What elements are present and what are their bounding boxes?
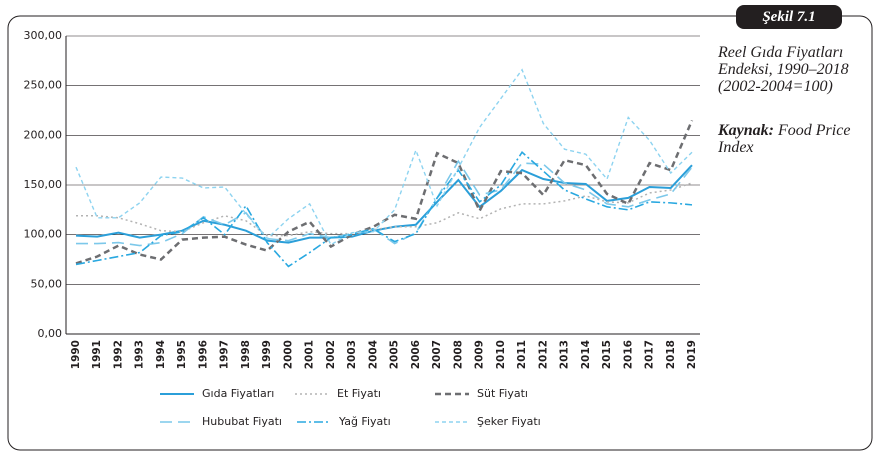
x-tick-label: 2001	[304, 340, 316, 369]
y-tick-label: 150,00	[24, 178, 63, 191]
x-tick-label: 2011	[516, 340, 528, 369]
x-tick-label: 1999	[261, 340, 273, 369]
source-label: Kaynak:	[718, 122, 774, 139]
x-tick-label: 2006	[410, 340, 422, 369]
x-tick-label: 2012	[537, 340, 549, 369]
x-tick-label: 2016	[622, 340, 634, 369]
x-tick-label: 2013	[559, 340, 571, 369]
x-tick-label: 1993	[134, 340, 146, 369]
x-tick-label: 2002	[325, 340, 337, 369]
series-line	[75, 151, 693, 268]
x-tick-label: 2010	[495, 340, 507, 369]
y-tick-label: 50,00	[31, 277, 63, 290]
series-line	[75, 164, 693, 244]
legend-label: Et Fiyatı	[337, 387, 381, 400]
series-line	[76, 182, 693, 237]
source: Kaynak: Food Price Index	[718, 122, 868, 156]
x-tick-label: 2014	[580, 340, 592, 369]
x-tick-label: 1996	[197, 340, 209, 369]
legend-label: Şeker Fiyatı	[477, 415, 541, 428]
x-tick-label: 2017	[644, 340, 656, 369]
x-tick-label: 2015	[601, 340, 613, 369]
legend-label: Yağ Fiyatı	[338, 415, 391, 428]
y-tick-label: 100,00	[24, 228, 63, 241]
x-tick-label: 1994	[155, 340, 167, 369]
x-tick-label: 1998	[240, 340, 252, 369]
legend-label: Süt Fiyatı	[477, 387, 528, 400]
x-tick-label: 2008	[452, 340, 464, 369]
frame	[7, 15, 873, 451]
x-tick-label: 1997	[219, 340, 231, 369]
x-tick-label: 2003	[346, 340, 358, 369]
x-tick-label: 1992	[112, 340, 124, 369]
x-tick-label: 1995	[176, 340, 188, 369]
y-tick-label: 200,00	[24, 128, 63, 141]
x-tick-label: 2019	[686, 340, 698, 369]
x-tick-label: 2018	[665, 340, 677, 369]
series-line	[75, 119, 694, 265]
x-tick-label: 2004	[367, 340, 379, 369]
y-tick-label: 0,00	[38, 327, 63, 340]
x-tick-label: 2009	[474, 340, 486, 369]
x-tick-label: 1990	[70, 340, 82, 369]
series-line	[75, 68, 693, 246]
x-tick-label: 2005	[389, 340, 401, 369]
x-tick-label: 1991	[91, 340, 103, 369]
legend-label: Hububat Fiyatı	[202, 415, 282, 428]
legend-label: Gıda Fiyatları	[202, 387, 274, 400]
chart-title: Reel Gıda Fiyatları Endeksi, 1990–2018 (…	[718, 44, 849, 95]
x-tick-label: 2007	[431, 340, 443, 369]
y-tick-label: 300,00	[24, 29, 63, 42]
figure-label: Şekil 7.1	[736, 5, 842, 29]
source-text: Food Price Index	[718, 122, 851, 156]
x-tick-label: 2000	[282, 340, 294, 369]
y-tick-label: 250,00	[24, 79, 63, 92]
